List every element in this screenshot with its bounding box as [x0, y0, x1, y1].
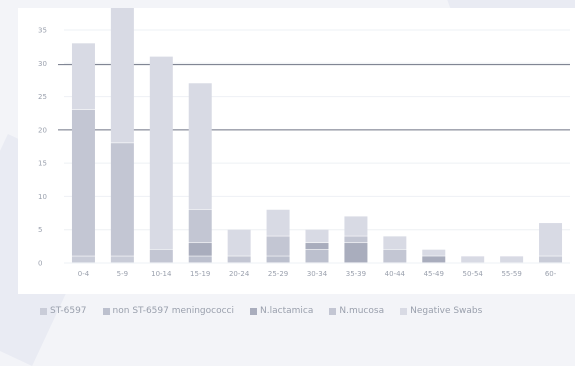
bar-segment [500, 256, 524, 263]
bar-segment [383, 236, 407, 250]
legend-item: Negative Swabs [400, 306, 482, 316]
bar-segment [539, 223, 563, 256]
bar-segment [422, 249, 446, 256]
x-tick-label: 5-9 [117, 270, 128, 278]
bar-segment [305, 243, 329, 250]
bar-segment [266, 256, 290, 263]
bar-segment [539, 256, 563, 263]
bar-segment [344, 236, 368, 243]
bar-segment [305, 229, 329, 243]
y-tick-label: 15 [38, 160, 47, 168]
bar-segment [344, 243, 368, 263]
bar-segment [71, 109, 95, 256]
x-tick-label: 55-59 [501, 270, 521, 278]
x-tick-label: 40-44 [385, 270, 406, 278]
y-tick-label: 30 [38, 60, 47, 68]
legend-swatch [329, 307, 337, 315]
x-tick-label: 60- [545, 270, 557, 278]
bar-segment [188, 209, 212, 243]
bar-segment [266, 209, 290, 236]
legend-label: non ST-6597 meningococci [112, 306, 235, 316]
y-tick-label: 10 [38, 193, 47, 201]
x-tick-label: 15-19 [190, 270, 210, 278]
legend-item: N.lactamica [250, 306, 313, 316]
x-tick-label: 30-34 [307, 270, 328, 278]
legend-swatch [102, 307, 110, 315]
bar-segment [227, 256, 251, 263]
bar-segment [149, 56, 173, 250]
bar-segment [71, 43, 95, 110]
legend-swatch [40, 307, 47, 315]
y-tick-label: 25 [38, 93, 47, 101]
bar-segment [227, 229, 251, 256]
x-tick-label: 25-29 [268, 270, 288, 278]
x-tick-label: 0-4 [78, 270, 90, 278]
bar-segment [71, 256, 95, 263]
legend-item: N.mucosa [329, 306, 384, 316]
legend-label: ST-6597 [50, 306, 87, 316]
legend-item: non ST-6597 meningococci [102, 306, 235, 316]
bar-segment [188, 243, 212, 256]
legend-swatch [250, 307, 258, 315]
bar-segment [149, 249, 173, 263]
stacked-bar-chart: 0 5 10 15 20 25 30 35 0-4 5-9 10-14 15-19 20-24 25-29… [38, 8, 570, 278]
x-tick-label: 50-54 [463, 270, 484, 278]
bar-segment [266, 236, 290, 256]
legend-label: N.lactamica [260, 306, 314, 316]
bar-segment [110, 143, 134, 256]
bar-segment [188, 83, 212, 210]
bar-segment [305, 249, 329, 263]
bar-segment [188, 256, 212, 263]
bar-segment [422, 256, 446, 263]
chart-legend: ST-6597 non ST-6597 meningococci N.lacta… [40, 306, 575, 316]
x-tick-label: 45-49 [424, 270, 444, 278]
legend-swatch [400, 307, 408, 315]
bar-segment [110, 8, 134, 143]
y-tick-label: 5 [38, 226, 42, 234]
bar-segment [461, 256, 485, 263]
chart-card: 0 5 10 15 20 25 30 35 0-4 5-9 10-14 15-19 20-24 25-29… [18, 8, 575, 294]
y-tick-label: 20 [38, 126, 47, 134]
legend-label: Negative Swabs [410, 306, 483, 316]
legend-item: ST-6597 [40, 306, 87, 316]
x-tick-label: 10-14 [151, 270, 172, 278]
y-tick-label: 0 [38, 260, 42, 268]
x-tick-label: 20-24 [229, 270, 250, 278]
legend-label: N.mucosa [339, 306, 385, 316]
bar-segment [110, 256, 134, 263]
x-tick-label: 35-39 [346, 270, 366, 278]
y-tick-label: 35 [38, 27, 47, 35]
bar-segment [344, 216, 368, 236]
bar-segment [383, 249, 407, 263]
